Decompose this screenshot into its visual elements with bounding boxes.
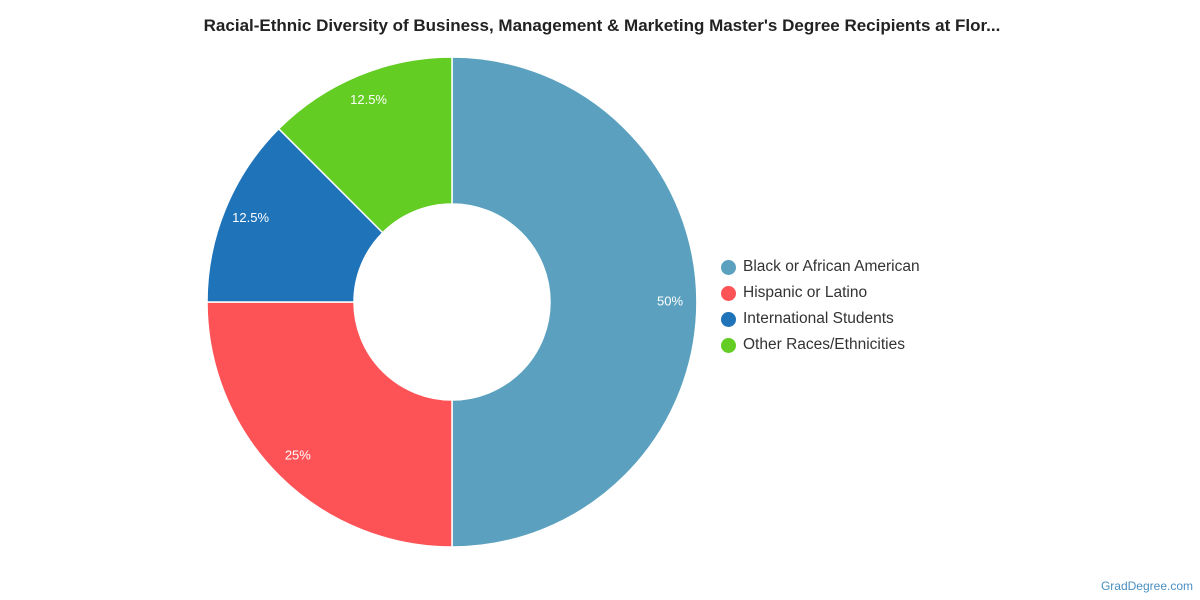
slice-label-hispanic-or-latino: 25% — [285, 448, 311, 463]
slice-label-black-or-african-american: 50% — [657, 293, 683, 308]
legend-marker-icon — [721, 337, 736, 353]
legend-label: Other Races/Ethnicities — [743, 336, 905, 353]
legend-label: Black or African American — [743, 258, 920, 275]
slice-international-students[interactable] — [206, 127, 384, 303]
slice-black-or-african-american[interactable] — [451, 56, 698, 548]
legend-label: Hispanic or Latino — [743, 284, 868, 301]
chart-title: Racial-Ethnic Diversity of Business, Man… — [203, 16, 1001, 35]
legend-item-hispanic-or-latino[interactable]: Hispanic or Latino — [721, 280, 920, 306]
watermark: GradDegree.com — [1100, 579, 1193, 593]
legend-item-black-or-african-american[interactable]: Black or African American — [721, 254, 920, 280]
slice-hispanic-or-latino[interactable] — [206, 301, 453, 548]
slice-label-international-students: 12.5% — [232, 210, 269, 225]
slice-label-other-races-ethnicities: 12.5% — [350, 92, 387, 107]
slice-other-races-ethnicities[interactable] — [277, 56, 453, 234]
legend-marker-icon — [721, 285, 736, 301]
legend-label: International Students — [743, 310, 894, 327]
legend: Black or African American Hispanic or La… — [721, 254, 920, 358]
legend-marker-icon — [721, 259, 736, 275]
legend-marker-icon — [721, 311, 736, 327]
legend-item-other-races-ethnicities[interactable]: Other Races/Ethnicities — [721, 332, 920, 358]
legend-item-international-students[interactable]: International Students — [721, 306, 920, 332]
